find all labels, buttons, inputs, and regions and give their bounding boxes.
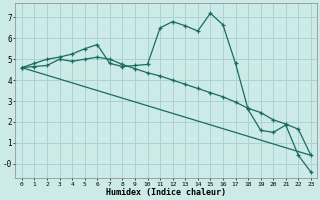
X-axis label: Humidex (Indice chaleur): Humidex (Indice chaleur) — [106, 188, 226, 197]
